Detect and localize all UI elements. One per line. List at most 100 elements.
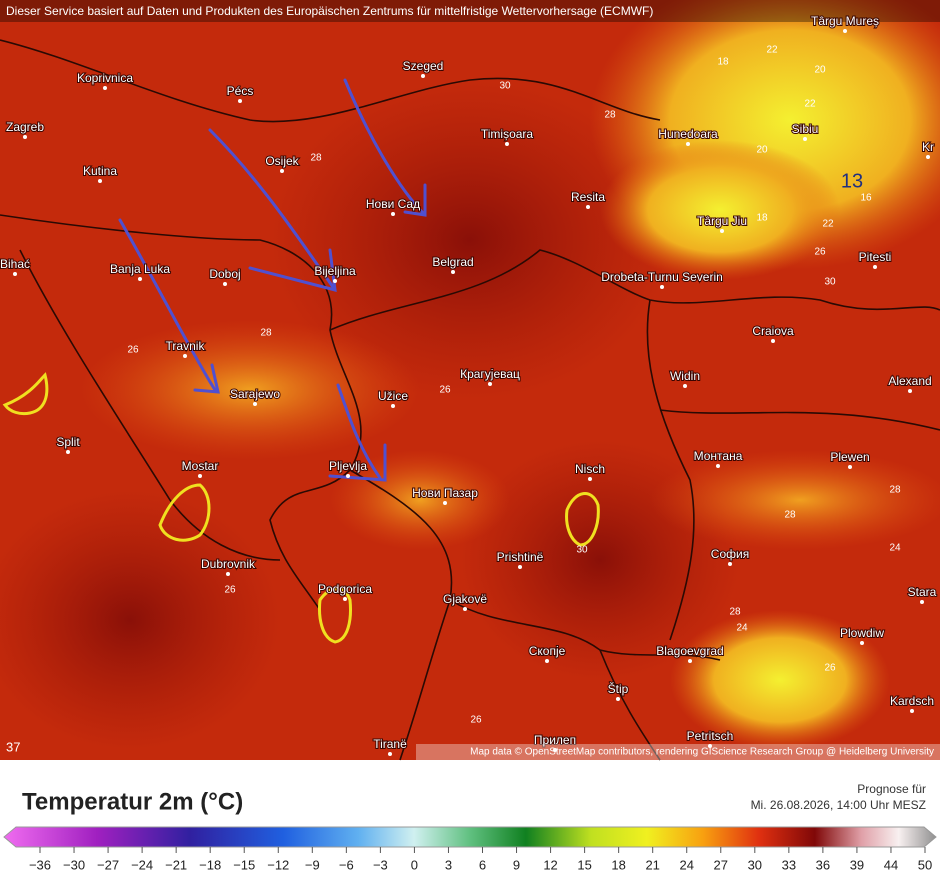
colorbar-tick-label: 6 <box>479 857 486 872</box>
place-label: София <box>711 547 749 561</box>
arrow <box>118 218 220 394</box>
place-label: Split <box>56 435 80 449</box>
place-dot <box>588 477 592 481</box>
colorbar-tick-label: 21 <box>645 857 659 872</box>
contour-label: 28 <box>729 607 741 618</box>
place-dot <box>346 474 350 478</box>
circle <box>2 372 49 416</box>
place-label: Plowdiw <box>840 626 884 640</box>
contour-label: 26 <box>127 345 139 356</box>
place-dot <box>226 572 230 576</box>
place-dot <box>843 29 847 33</box>
border <box>0 39 661 123</box>
contour-label: 26 <box>439 385 451 396</box>
colorbar <box>3 826 937 848</box>
place-label: Mostar <box>182 459 219 473</box>
cool-area <box>600 140 840 280</box>
credit-bg <box>416 744 940 760</box>
arrow <box>343 78 427 217</box>
contour-label: 30 <box>824 277 836 288</box>
colorbar-tick-label: 0 <box>411 857 418 872</box>
place-dot <box>443 501 447 505</box>
place-label: Bijeljina <box>314 264 356 278</box>
forecast-label: Prognose für <box>857 782 926 796</box>
place-label: Alexand <box>888 374 931 388</box>
place-label: Прилеп <box>534 733 576 747</box>
place-dot <box>720 229 724 233</box>
place-label: Pécs <box>227 84 254 98</box>
colorbar-tick-label: 33 <box>782 857 796 872</box>
attribution: Dieser Service basiert auf Daten und Pro… <box>6 4 653 18</box>
coast <box>19 249 281 561</box>
contour-label: 18 <box>717 57 729 68</box>
warm-area <box>650 450 940 550</box>
place-dot <box>660 285 664 289</box>
colorbar-tick-label: 12 <box>543 857 557 872</box>
colorbar-tick-label: −36 <box>29 857 51 872</box>
contour-label: 26 <box>814 247 826 258</box>
place-labels: Koprivnica Pécs Szeged Târgu Mureș Zagreb Osi… <box>0 13 938 756</box>
colorbar-tick-label: −9 <box>305 857 320 872</box>
circle <box>158 483 211 542</box>
place-dot <box>391 404 395 408</box>
contour-label: 16 <box>860 193 872 204</box>
place-label: Szeged <box>403 59 444 73</box>
hot-area <box>270 80 670 400</box>
contour-label: 26 <box>470 715 482 726</box>
place-label: Podgorica <box>318 582 372 596</box>
place-label: Zagreb <box>6 120 44 134</box>
place-label: Timișoara <box>481 127 534 141</box>
colorbar-tick-label: −3 <box>373 857 388 872</box>
contour-label: 24 <box>736 623 748 634</box>
place-dot <box>198 474 202 478</box>
place-label: Pitesti <box>859 250 892 264</box>
place-dot <box>553 748 557 752</box>
contour-label: 30 <box>576 545 588 556</box>
colorbar-tick-label: −24 <box>131 857 153 872</box>
corner-value: 37 <box>6 739 20 754</box>
place-label: Stara <box>908 585 937 599</box>
place-label: Blagoevgrad <box>656 644 723 658</box>
place-dot <box>238 99 242 103</box>
place-dot <box>728 562 732 566</box>
contour-label: 28 <box>889 485 901 496</box>
place-dot <box>23 135 27 139</box>
forecast-time: Mi. 26.08.2026, 14:00 Uhr MESZ <box>751 798 926 812</box>
colorbar-tick-label: 39 <box>850 857 864 872</box>
place-dot <box>926 155 930 159</box>
place-label: Tiranë <box>373 737 407 751</box>
place-label: Sibiu <box>792 122 819 136</box>
border <box>659 409 940 431</box>
place-dot <box>103 86 107 90</box>
place-dot <box>280 169 284 173</box>
place-label: Târgu Mureș <box>811 14 879 28</box>
place-dot <box>803 137 807 141</box>
legend-title: Temperatur 2m (°C) <box>22 788 243 815</box>
colorbar-tick-label: 3 <box>445 857 452 872</box>
borders <box>0 39 940 761</box>
place-label: Doboj <box>209 267 240 281</box>
colorbar-tick-label: 30 <box>748 857 762 872</box>
place-dot <box>848 465 852 469</box>
contour-label: 22 <box>804 99 816 110</box>
colorbar-tick-label: 27 <box>714 857 728 872</box>
colorbar-tick-label: 50 <box>918 857 932 872</box>
place-label: Travnik <box>166 339 206 353</box>
place-dot <box>421 74 425 78</box>
place-dot <box>545 659 549 663</box>
place-dot <box>66 450 70 454</box>
place-label: Pljevlja <box>329 459 367 473</box>
place-dot <box>688 659 692 663</box>
place-label: Prishtinë <box>497 550 544 564</box>
place-dot <box>13 272 17 276</box>
colorbar-tick-label: 15 <box>577 857 591 872</box>
border <box>0 214 362 611</box>
contour-label: 22 <box>822 219 834 230</box>
contour-labels: 18 22 20 22 20 16 18 22 26 28 30 26 28 26 28 30 28 24 26 24… <box>127 45 901 726</box>
contour-label: 26 <box>824 663 836 674</box>
colorbar-tick-label: −15 <box>233 857 255 872</box>
border <box>329 249 940 331</box>
place-dot <box>388 752 392 756</box>
circle <box>565 492 600 547</box>
